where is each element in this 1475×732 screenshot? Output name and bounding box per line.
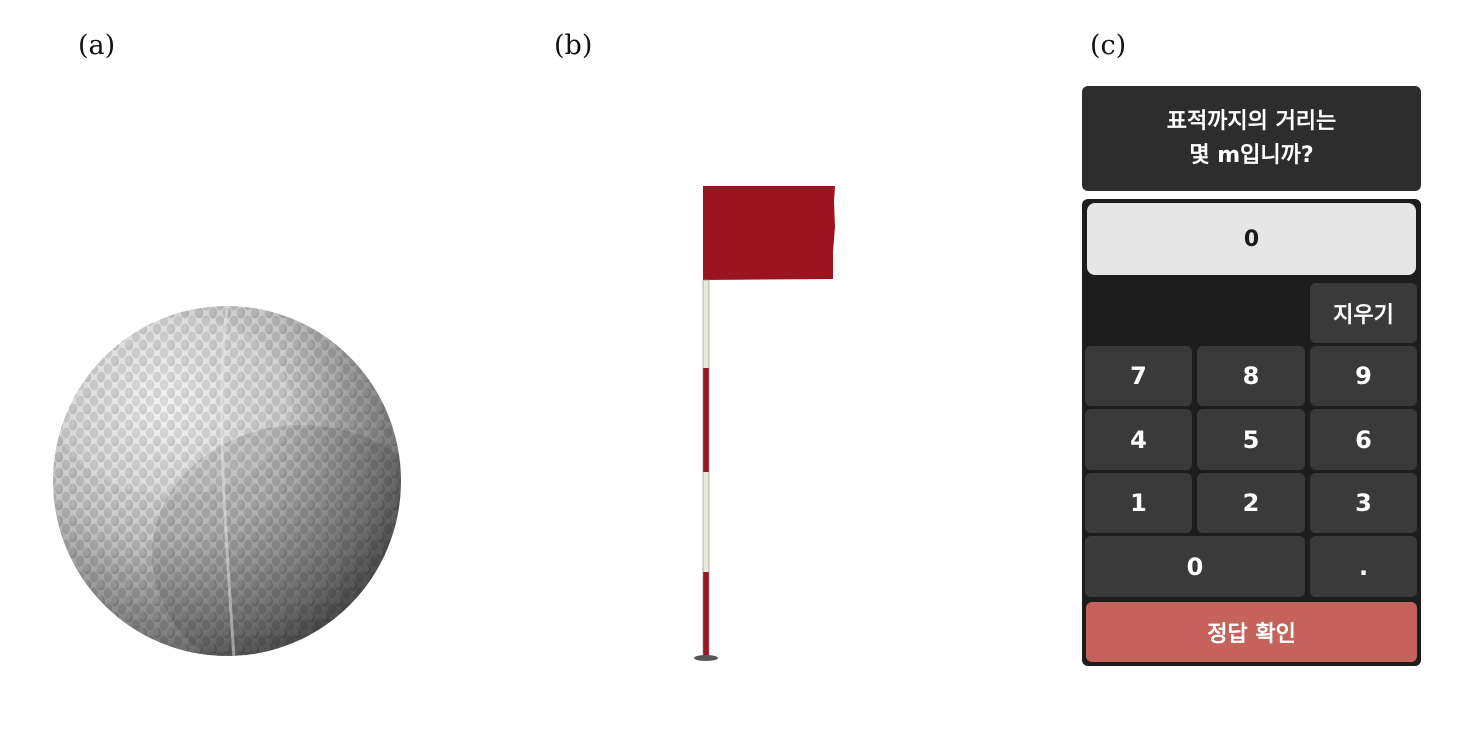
panel-label-c: (c) bbox=[1090, 30, 1127, 61]
confirm-answer-button[interactable]: 정답 확인 bbox=[1086, 602, 1417, 662]
question-line-1: 표적까지의 거리는 bbox=[1166, 108, 1337, 134]
panel-label-b: (b) bbox=[554, 30, 593, 61]
answer-display[interactable]: 0 bbox=[1087, 203, 1416, 275]
key-7-button[interactable]: 7 bbox=[1085, 346, 1192, 406]
question-prompt: 표적까지의 거리는 몇 m입니까? bbox=[1082, 86, 1421, 191]
erase-button[interactable]: 지우기 bbox=[1310, 283, 1417, 343]
golf-flag-icon bbox=[690, 182, 850, 668]
key-0-button[interactable]: 0 bbox=[1085, 536, 1305, 597]
golf-ball-icon bbox=[52, 305, 402, 657]
question-line-2: 몇 m입니까? bbox=[1189, 142, 1314, 168]
key-2-button[interactable]: 2 bbox=[1197, 473, 1305, 533]
key-5-button[interactable]: 5 bbox=[1197, 409, 1305, 470]
key-8-button[interactable]: 8 bbox=[1197, 346, 1305, 406]
key-6-button[interactable]: 6 bbox=[1310, 409, 1417, 470]
key-1-button[interactable]: 1 bbox=[1085, 473, 1192, 533]
key-9-button[interactable]: 9 bbox=[1310, 346, 1417, 406]
key-decimal-button[interactable]: . bbox=[1310, 536, 1417, 597]
key-4-button[interactable]: 4 bbox=[1085, 409, 1192, 470]
distance-keypad: 표적까지의 거리는 몇 m입니까? 0 지우기 7 8 9 4 5 6 1 2 … bbox=[1082, 86, 1421, 666]
key-3-button[interactable]: 3 bbox=[1310, 473, 1417, 533]
keypad-body: 0 지우기 7 8 9 4 5 6 1 2 3 0 . 정답 확인 bbox=[1082, 199, 1421, 666]
panel-label-a: (a) bbox=[78, 30, 116, 61]
